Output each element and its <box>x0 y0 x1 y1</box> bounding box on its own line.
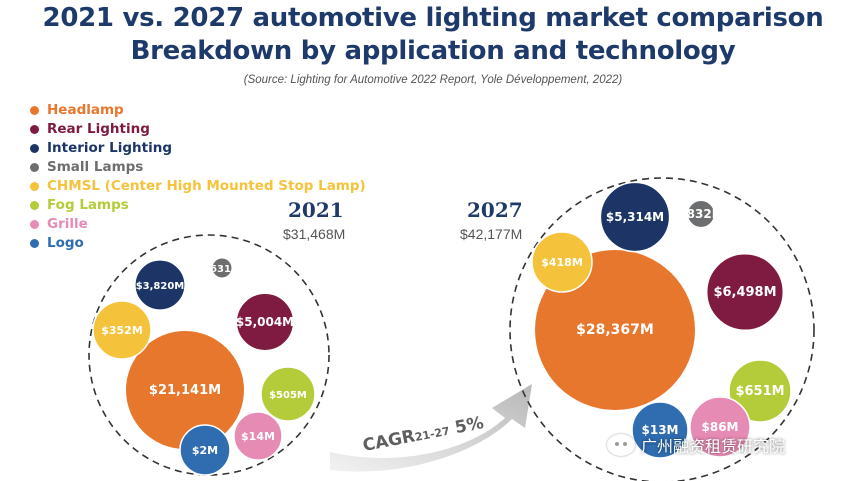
legend-item: Small Lamps <box>30 158 366 177</box>
year-label-2027: 2027 <box>467 198 523 222</box>
bubble-interior-lighting-2021 <box>134 259 186 311</box>
bubble-value-label: $21,141M <box>149 383 221 398</box>
bubble-chmsl-center-high-mounted-stop-lamp-2027 <box>531 231 593 293</box>
legend-label: Logo <box>47 235 84 251</box>
legend-dot-icon <box>30 106 39 115</box>
legend-item: Interior Lighting <box>30 139 366 158</box>
bubble-value-label: $505M <box>269 390 307 401</box>
watermark-text: 广州融资租赁研究院 <box>641 437 786 456</box>
legend-label: Fog Lamps <box>47 197 129 213</box>
year-label-2021: 2021 <box>288 198 344 222</box>
wechat-icon <box>607 434 635 456</box>
bubble-grille-2021 <box>233 411 283 461</box>
bubble-value-label: $352M <box>101 324 143 337</box>
legend-dot-icon <box>30 220 39 229</box>
bubble-value-label: $832M <box>678 207 723 221</box>
legend-label: Interior Lighting <box>47 140 173 156</box>
legend-item: Logo <box>30 234 366 253</box>
bubble-interior-lighting-2027 <box>599 181 671 253</box>
total-boundary-2027 <box>509 177 815 481</box>
bubble-value-label: $13M <box>642 423 679 437</box>
legend-label: Grille <box>47 216 88 232</box>
bubble-rear-lighting-2027 <box>705 252 785 332</box>
bubble-fog-lamps-2021 <box>260 366 316 422</box>
legend: Headlamp Rear Lighting Interior Lighting Sm… <box>30 101 366 253</box>
bubble-value-label: $5,004M <box>236 315 294 329</box>
bubble-value-label: $651M <box>735 384 784 399</box>
chart-title-line-1: 2021 vs. 2027 automotive lighting market… <box>42 3 824 33</box>
bubble-headlamp-2027 <box>535 250 695 410</box>
legend-label: Headlamp <box>47 102 124 118</box>
total-2021: $31,468M <box>283 226 346 242</box>
bubble-small-lamps-2027 <box>686 199 716 229</box>
bubble-rear-lighting-2021 <box>235 292 295 352</box>
bubble-value-label: $631M <box>203 264 241 275</box>
bubble-value-label: $86M <box>702 420 739 434</box>
bubble-small-lamps-2021 <box>211 257 233 279</box>
bubble-logo-2021 <box>179 424 231 476</box>
bubble-value-label: $14M <box>241 430 275 443</box>
legend-dot-icon <box>30 239 39 248</box>
legend-item: Headlamp <box>30 101 366 120</box>
legend-dot-icon <box>30 144 39 153</box>
legend-item: Grille <box>30 215 366 234</box>
bubble-chmsl-center-high-mounted-stop-lamp-2021 <box>92 300 152 360</box>
bubble-value-label: $28,367M <box>576 322 654 338</box>
bubble-logo-2027 <box>631 401 689 459</box>
legend-label: CHMSL (Center High Mounted Stop Lamp) <box>47 178 366 194</box>
legend-item: CHMSL (Center High Mounted Stop Lamp) <box>30 177 366 196</box>
bubble-value-label: $6,498M <box>713 285 776 300</box>
total-2027: $42,177M <box>460 226 523 242</box>
bubble-value-label: $2M <box>192 444 218 457</box>
legend-dot-icon <box>30 201 39 210</box>
bubble-grille-2027 <box>689 396 751 458</box>
source-note: (Source: Lighting for Automotive 2022 Re… <box>243 74 623 86</box>
bubble-value-label: $3,820M <box>136 281 185 292</box>
bubble-value-label: $418M <box>541 256 583 269</box>
watermark: 广州融资租赁研究院 <box>607 433 785 457</box>
legend-label: Small Lamps <box>47 159 144 175</box>
chart-title-line-2: Breakdown by application and technology <box>130 36 736 66</box>
growth-arrow <box>330 384 532 472</box>
bubble-fog-lamps-2027 <box>728 359 792 423</box>
legend-dot-icon <box>30 125 39 134</box>
bubble-value-label: $5,314M <box>606 210 664 224</box>
bubble-headlamp-2021 <box>126 331 244 449</box>
legend-dot-icon <box>30 182 39 191</box>
legend-item: Fog Lamps <box>30 196 366 215</box>
legend-item: Rear Lighting <box>30 120 366 139</box>
legend-dot-icon <box>30 163 39 172</box>
legend-label: Rear Lighting <box>47 121 150 137</box>
total-boundary-2021 <box>88 234 330 476</box>
